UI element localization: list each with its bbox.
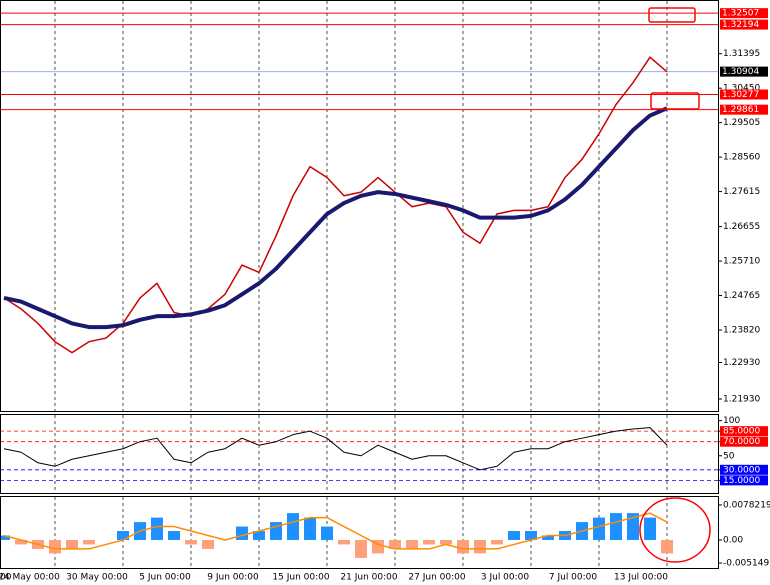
y-tick-label: 70.0000 <box>723 437 760 447</box>
histogram-bar <box>610 513 622 540</box>
histogram-bar <box>423 539 435 545</box>
histogram-bar <box>66 539 78 549</box>
level-label: 1.30904 <box>722 67 759 77</box>
series-line <box>3 427 668 471</box>
x-tick-label: 15 Jun 00:00 <box>272 573 329 583</box>
histogram-bar <box>49 539 61 554</box>
x-tick-label: 3 Jul 00:00 <box>481 573 530 583</box>
level-label-box <box>720 104 768 115</box>
histogram-bar <box>202 539 214 549</box>
y-tick-label: 1.26655 <box>723 222 760 232</box>
histogram-bar <box>661 539 673 554</box>
histogram-bar <box>593 517 605 540</box>
histogram-bar <box>151 517 163 540</box>
level-label-box <box>720 464 768 475</box>
x-tick-label: 24 May 00:00 <box>0 573 60 583</box>
level-label-box <box>720 8 768 19</box>
y-tick-label: 100 <box>723 416 740 426</box>
x-tick-label: 00 <box>0 573 12 583</box>
histogram-bar <box>525 531 537 540</box>
x-tick-label: 9 Jun 00:00 <box>207 573 259 583</box>
histogram-bar <box>15 539 27 545</box>
histogram-bar <box>508 531 520 540</box>
level-label-box <box>720 66 768 77</box>
histogram-bar <box>474 539 486 554</box>
level-label: 1.32507 <box>722 9 759 19</box>
series-line <box>3 56 668 354</box>
histogram-bar <box>355 539 367 558</box>
histogram-bar <box>236 526 248 540</box>
histogram-bar <box>491 539 503 545</box>
level-label-box <box>720 426 768 437</box>
histogram-bar <box>304 517 316 540</box>
x-tick-label: 5 Jun 00:00 <box>139 573 191 583</box>
y-tick-label: -0.0051497 <box>723 559 770 569</box>
level-label: 1.30277 <box>722 90 759 100</box>
histogram-bar <box>117 531 129 540</box>
histogram-bar <box>83 539 95 545</box>
annotation-box <box>648 7 696 23</box>
macd-pane <box>0 496 719 569</box>
histogram-bar <box>168 531 180 540</box>
histogram-bar <box>270 522 282 540</box>
y-tick-label: 1.27615 <box>723 187 760 197</box>
annotation-box <box>650 92 700 110</box>
histogram-bar <box>185 539 197 545</box>
y-tick-label: 0.0078219 <box>723 500 770 510</box>
histogram-bar <box>627 513 639 540</box>
y-tick-label: 1.28560 <box>723 153 760 163</box>
series-line <box>3 512 668 550</box>
histogram-bar <box>457 539 469 554</box>
frames <box>0 0 719 569</box>
histogram-bar <box>440 539 452 545</box>
level-label-box <box>720 19 768 30</box>
histogram-bar <box>0 535 10 540</box>
y-tick-label: 30.0000 <box>723 465 760 475</box>
histogram-bar <box>542 535 554 540</box>
level-label-box <box>720 436 768 447</box>
level-label: 1.32194 <box>722 20 759 30</box>
y-tick-label: 1.29505 <box>723 118 760 128</box>
annotation-circle <box>639 497 711 563</box>
histogram-bar <box>338 539 350 545</box>
y-tick-label: 1.22930 <box>723 358 760 368</box>
oscillator-pane <box>0 414 719 494</box>
x-tick-label: 7 Jul 00:00 <box>549 573 598 583</box>
y-tick-label: 1.30450 <box>723 84 760 94</box>
x-tick-label: 13 Jul 00:00 <box>614 573 668 583</box>
y-tick-label: 50 <box>723 451 735 461</box>
y-tick-label: 1.31395 <box>723 49 760 59</box>
level-label-box <box>720 475 768 486</box>
histogram-bar <box>389 539 401 549</box>
annotations <box>639 7 711 563</box>
series-line <box>3 106 668 330</box>
histogram-bar <box>321 526 333 540</box>
y-tick-label: 0.00 <box>723 535 743 545</box>
x-tick-label: 21 Jun 00:00 <box>340 573 397 583</box>
level-label: 1.29861 <box>722 105 759 115</box>
histogram-bar <box>253 531 265 540</box>
y-tick-label: 85.0000 <box>723 427 760 437</box>
y-tick-label: 1.24765 <box>723 291 760 301</box>
x-tick-label: 27 Jun 00:00 <box>408 573 465 583</box>
level-label-box <box>720 89 768 100</box>
y-tick-label: 1.23820 <box>723 326 760 336</box>
x-tick-label: 30 May 00:00 <box>66 573 128 583</box>
histogram-bar <box>644 517 656 540</box>
histogram-bar <box>406 539 418 549</box>
main-pane <box>0 0 719 412</box>
y-tick-label: 1.25710 <box>723 257 760 267</box>
y-tick-label: 15.0000 <box>723 476 760 486</box>
y-tick-label: 1.21930 <box>723 394 760 404</box>
histogram-bar <box>287 513 299 540</box>
